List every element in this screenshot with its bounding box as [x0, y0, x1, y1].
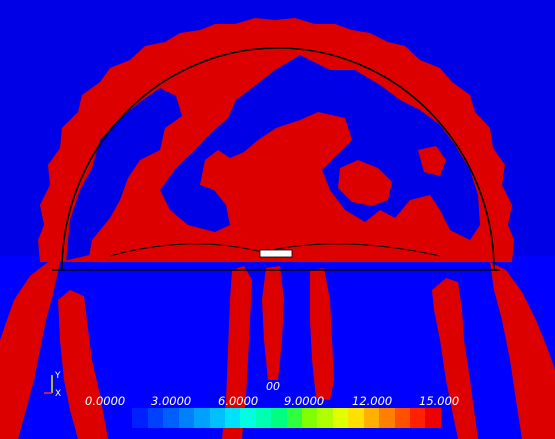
colorbar-segment [271, 408, 287, 428]
y-axis-label: Y [54, 371, 61, 381]
colorbar-label: 6.0000 [218, 394, 259, 408]
colorbar-title: 00 [266, 380, 280, 393]
colorbar-segment [394, 408, 411, 428]
lower-streak-center [262, 266, 284, 380]
colorbar-label: 15.000 [419, 394, 460, 408]
colorbar-segment [147, 408, 164, 428]
colorbar-segment [302, 408, 318, 428]
colorbar-segment [379, 408, 395, 428]
colorbar-segment [348, 408, 364, 428]
colorbar-segment [194, 408, 210, 428]
colorbar-segment [163, 408, 179, 428]
colorbar-segment [240, 408, 256, 428]
colorbar-segment [425, 408, 441, 428]
colorbar [117, 408, 441, 428]
colorbar-segment [363, 408, 380, 428]
red-island-left [140, 196, 168, 226]
colorbar-segment [224, 408, 241, 428]
colorbar-segment [178, 408, 195, 428]
colorbar-segment [209, 408, 225, 428]
colorbar-label: 12.000 [352, 394, 393, 408]
colorbar-label: 9.0000 [284, 394, 325, 408]
lower-streak-far-right [490, 262, 555, 439]
upper-blue-cavity-right [160, 55, 480, 240]
white-body [259, 249, 293, 258]
x-axis-label: X [55, 389, 61, 399]
colorbar-segment [117, 408, 133, 428]
lower-streak-center-right [310, 268, 334, 400]
lower-streak-far-left [0, 262, 60, 439]
colorbar-segment [317, 408, 333, 428]
red-island-center [338, 160, 392, 206]
red-island-upper [260, 140, 306, 172]
colorbar-segment [132, 408, 148, 428]
upper-blue-cavity-left [66, 88, 182, 262]
lower-streak-left [58, 290, 108, 439]
colorbar-label: 0.0000 [85, 394, 126, 408]
colorbar-segment [332, 408, 349, 428]
colorbar-segment [255, 408, 272, 428]
colorbar-label: 3.0000 [151, 394, 192, 408]
dome-outline [61, 47, 495, 271]
colorbar-segment [286, 408, 303, 428]
axis-triad: Y X [44, 371, 61, 399]
colorbar-segment [410, 408, 426, 428]
red-island-right [418, 146, 446, 176]
lower-streak-center-left [222, 266, 252, 439]
lower-streak-right [432, 278, 478, 439]
